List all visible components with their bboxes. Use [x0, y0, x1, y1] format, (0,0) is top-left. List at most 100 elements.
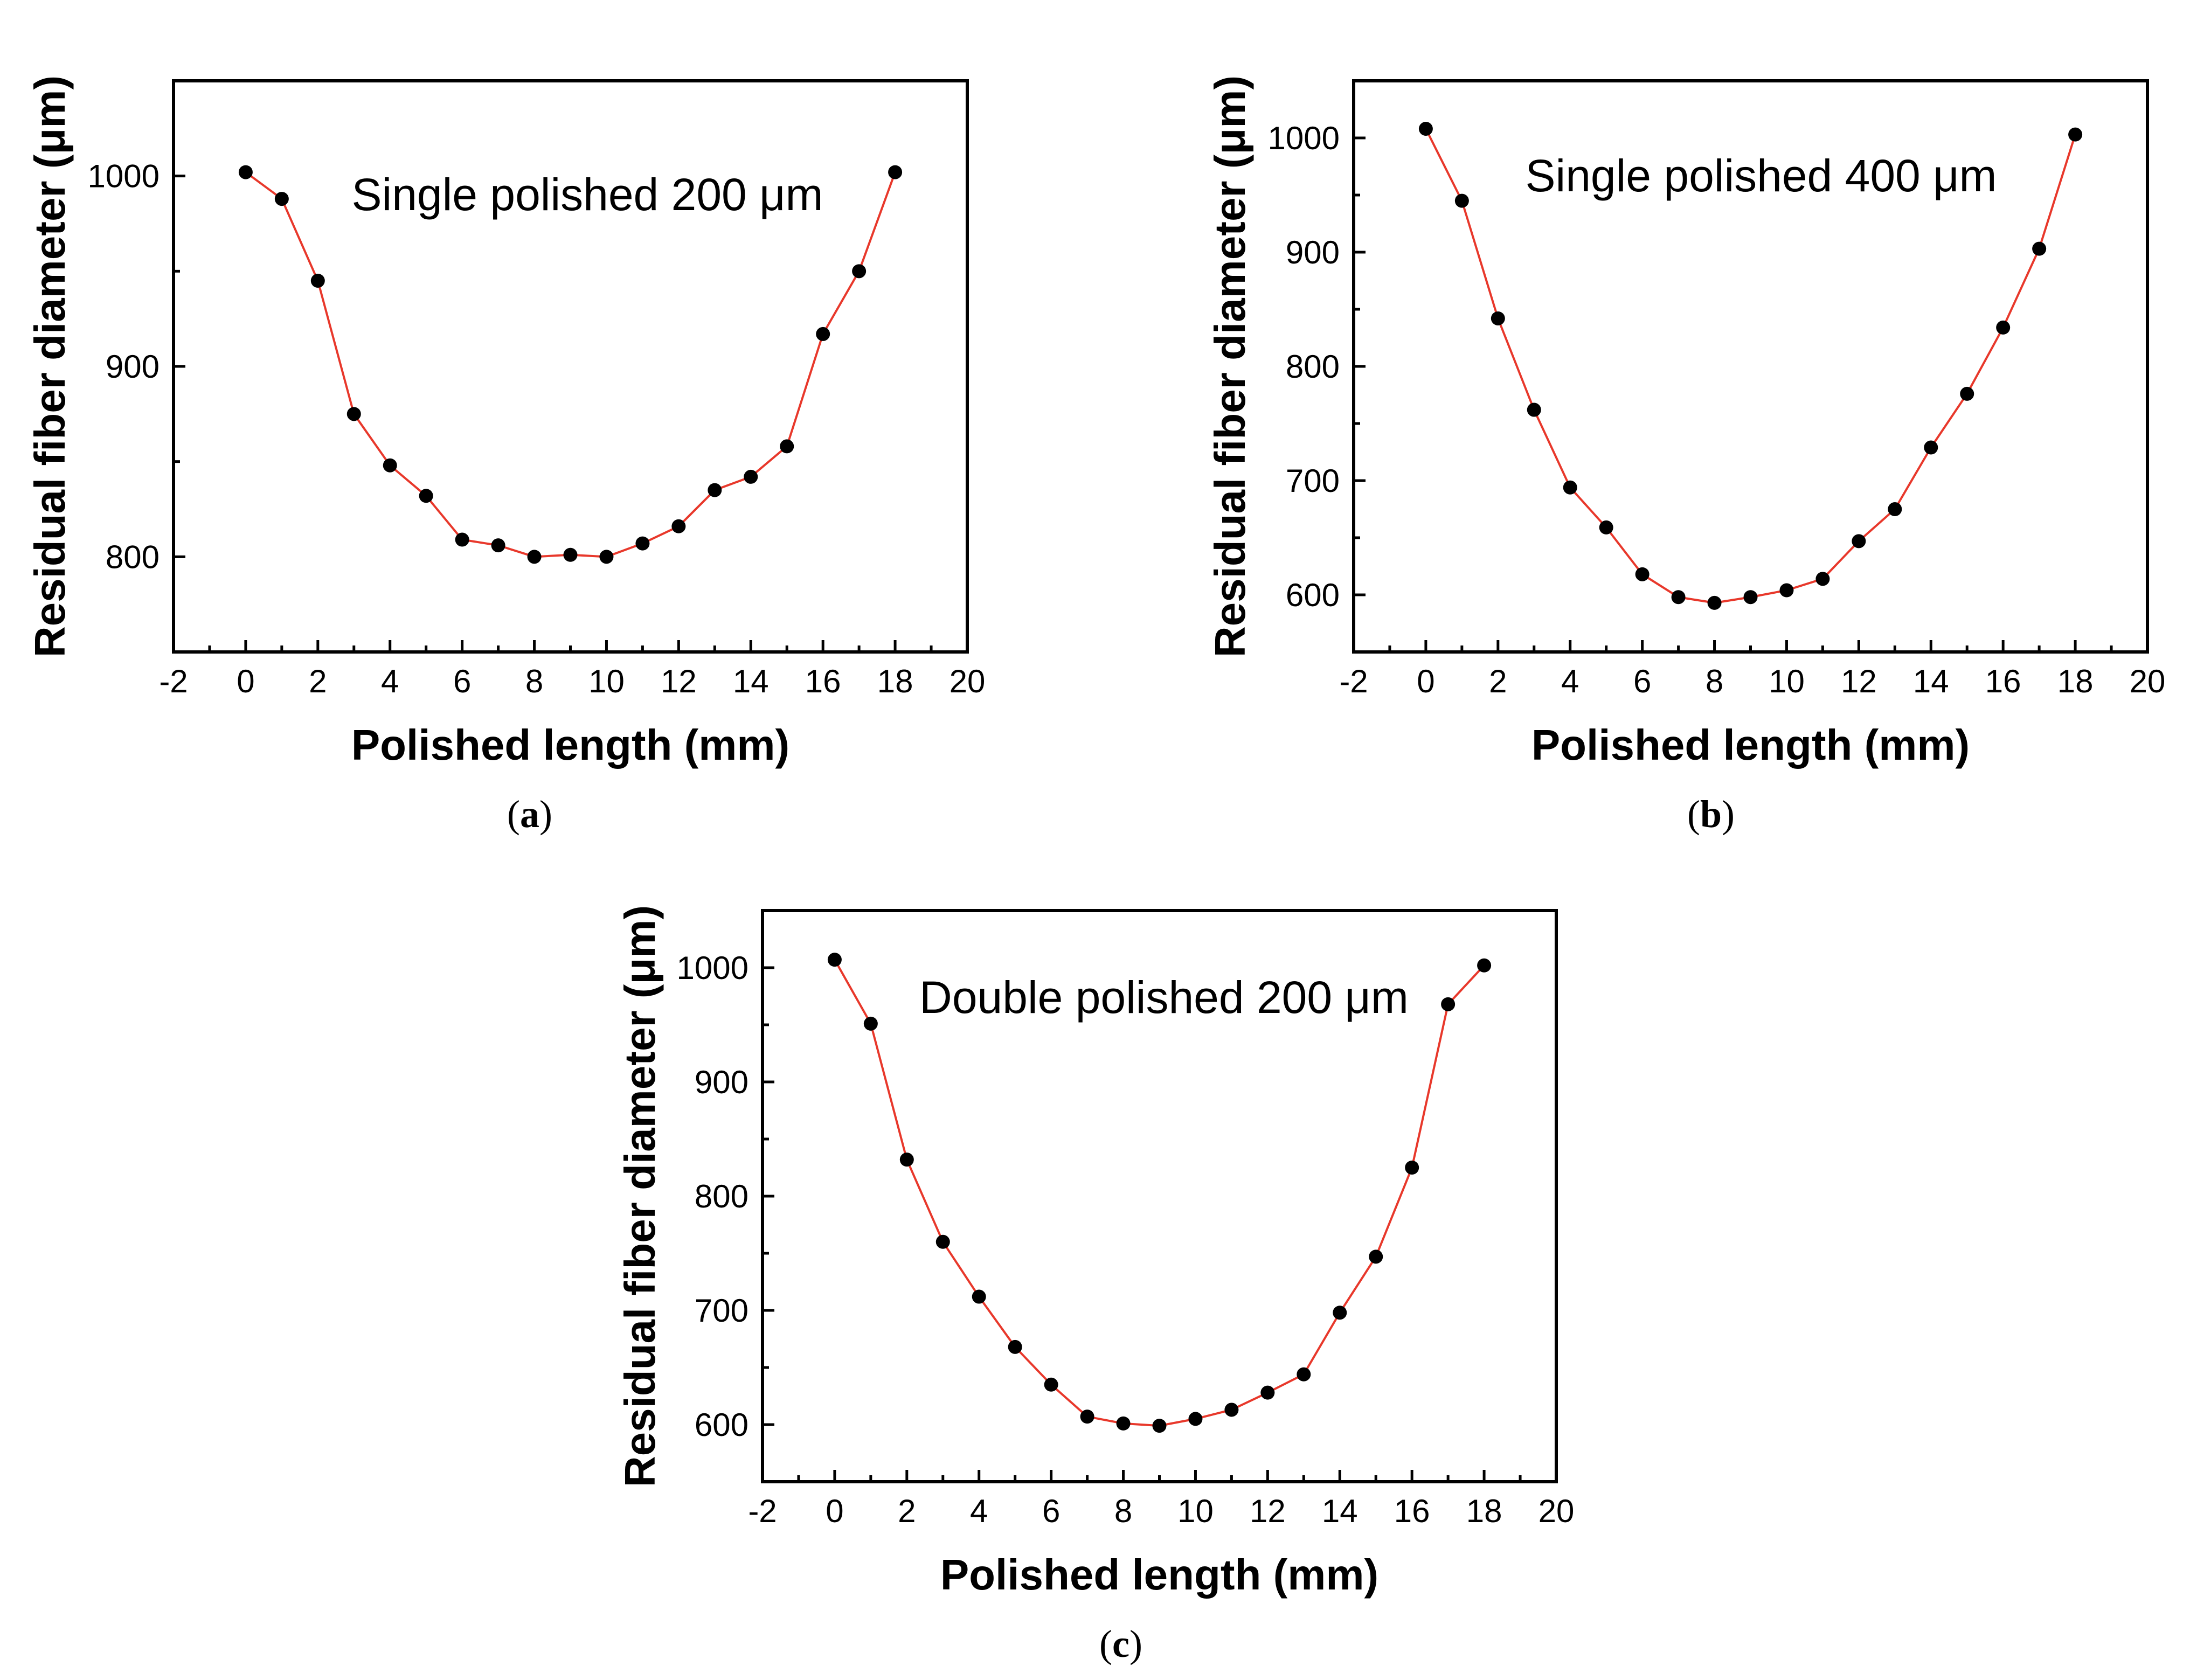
panel-caption: (c): [1099, 1622, 1142, 1665]
data-point: [816, 327, 830, 341]
caption-letter: c: [1112, 1622, 1129, 1665]
y-tick-label: 800: [1286, 349, 1340, 385]
data-point: [1563, 480, 1577, 495]
x-tick-label: 2: [1489, 663, 1507, 699]
series-line: [245, 171, 896, 558]
data-point: [780, 439, 794, 454]
x-tick-label: -2: [1339, 663, 1368, 699]
x-tick-label: -2: [748, 1493, 777, 1529]
data-point: [1996, 320, 2011, 335]
data-point: [1116, 1416, 1131, 1431]
data-point: [491, 538, 505, 553]
x-tick-label: 2: [898, 1493, 916, 1529]
y-tick-label: 700: [695, 1293, 749, 1329]
x-tick-label: 8: [525, 663, 543, 699]
panel-caption: (b): [1687, 793, 1735, 836]
x-tick-label: 20: [1538, 1493, 1575, 1529]
data-point: [1152, 1419, 1167, 1433]
caption-letter: b: [1700, 793, 1722, 836]
y-tick-label: 700: [1286, 463, 1340, 499]
data-point: [863, 1016, 878, 1031]
x-tick-label: 16: [1394, 1493, 1430, 1529]
y-axis-ticks: [763, 909, 774, 1483]
data-point: [2068, 127, 2083, 142]
x-tick-label: 14: [1322, 1493, 1358, 1529]
x-tick-label: 6: [1042, 1493, 1060, 1529]
x-tick-label: 4: [381, 663, 399, 699]
plot-frame: [172, 79, 969, 654]
plot-annotation: Single polished 200 μm: [352, 169, 823, 220]
x-tick-label: 14: [733, 663, 769, 699]
data-point: [888, 165, 903, 179]
data-point: [1008, 1339, 1022, 1354]
x-tick-label: 18: [877, 663, 913, 699]
data-point: [599, 550, 614, 564]
caption-paren: (: [1687, 793, 1700, 836]
caption-paren: ): [1722, 793, 1735, 836]
data-point: [1454, 193, 1469, 208]
y-axis-title: Residual fiber diameter (μm): [26, 75, 74, 657]
x-tick-label: 4: [970, 1493, 988, 1529]
data-point: [346, 407, 361, 421]
x-tick-label: 0: [237, 663, 254, 699]
panel-caption: (a): [507, 793, 552, 836]
data-point: [1405, 1161, 1419, 1175]
x-axis-title: Polished length (mm): [1531, 721, 1970, 769]
data-point: [635, 536, 650, 551]
data-point: [899, 1153, 914, 1167]
data-point: [419, 489, 433, 503]
x-tick-label: 4: [1561, 663, 1579, 699]
data-point: [527, 550, 542, 564]
data-point: [744, 469, 758, 484]
y-tick-label: 800: [695, 1178, 749, 1214]
data-point: [238, 165, 253, 179]
y-axis-ticks: [1354, 79, 1366, 654]
data-point: [827, 953, 842, 967]
y-axis-title: Residual fiber diameter (μm): [1206, 75, 1254, 657]
x-tick-label: 0: [1417, 663, 1434, 699]
chart-panel-a: -2 0 2 4 6 8 10 12 14 16 18 20 800 900 1000 Polished le…: [26, 75, 985, 836]
data-point: [1333, 1306, 1347, 1320]
data-point: [274, 192, 289, 206]
data-point: [1188, 1412, 1203, 1426]
x-tick-label: 10: [1769, 663, 1805, 699]
data-point: [1441, 997, 1456, 1011]
y-tick-label: 1000: [88, 158, 160, 195]
data-point: [1815, 572, 1830, 586]
data-point: [1369, 1249, 1383, 1264]
data-point: [1044, 1377, 1058, 1392]
data-point: [1224, 1403, 1239, 1417]
data-point: [1743, 590, 1758, 605]
data-point: [2032, 241, 2047, 256]
data-point: [455, 532, 469, 547]
x-tick-label: 12: [661, 663, 697, 699]
series-line: [834, 959, 1485, 1427]
x-axis-ticks: [172, 640, 969, 652]
caption-paren: (: [507, 793, 520, 836]
caption-letter: a: [520, 793, 539, 836]
x-tick-label: 20: [950, 663, 986, 699]
x-axis-ticks: [761, 1470, 1558, 1482]
data-point: [1418, 122, 1433, 136]
x-tick-label: 6: [1633, 663, 1651, 699]
x-tick-label: 2: [309, 663, 327, 699]
y-tick-label: 900: [106, 349, 160, 385]
data-point: [1491, 311, 1505, 325]
x-tick-label: 12: [1841, 663, 1877, 699]
data-point: [1260, 1385, 1275, 1400]
data-point: [935, 1234, 950, 1249]
y-tick-label: 900: [695, 1064, 749, 1100]
x-axis-title: Polished length (mm): [351, 721, 789, 769]
data-point: [1599, 520, 1613, 534]
data-point: [383, 458, 397, 473]
data-point: [1635, 567, 1650, 581]
x-tick-label: 18: [2057, 663, 2094, 699]
x-tick-label: 0: [826, 1493, 843, 1529]
caption-paren: ): [1129, 1622, 1142, 1665]
data-point: [852, 264, 867, 279]
x-tick-label: 16: [805, 663, 841, 699]
data-point: [1527, 402, 1541, 417]
x-tick-label: 8: [1114, 1493, 1132, 1529]
